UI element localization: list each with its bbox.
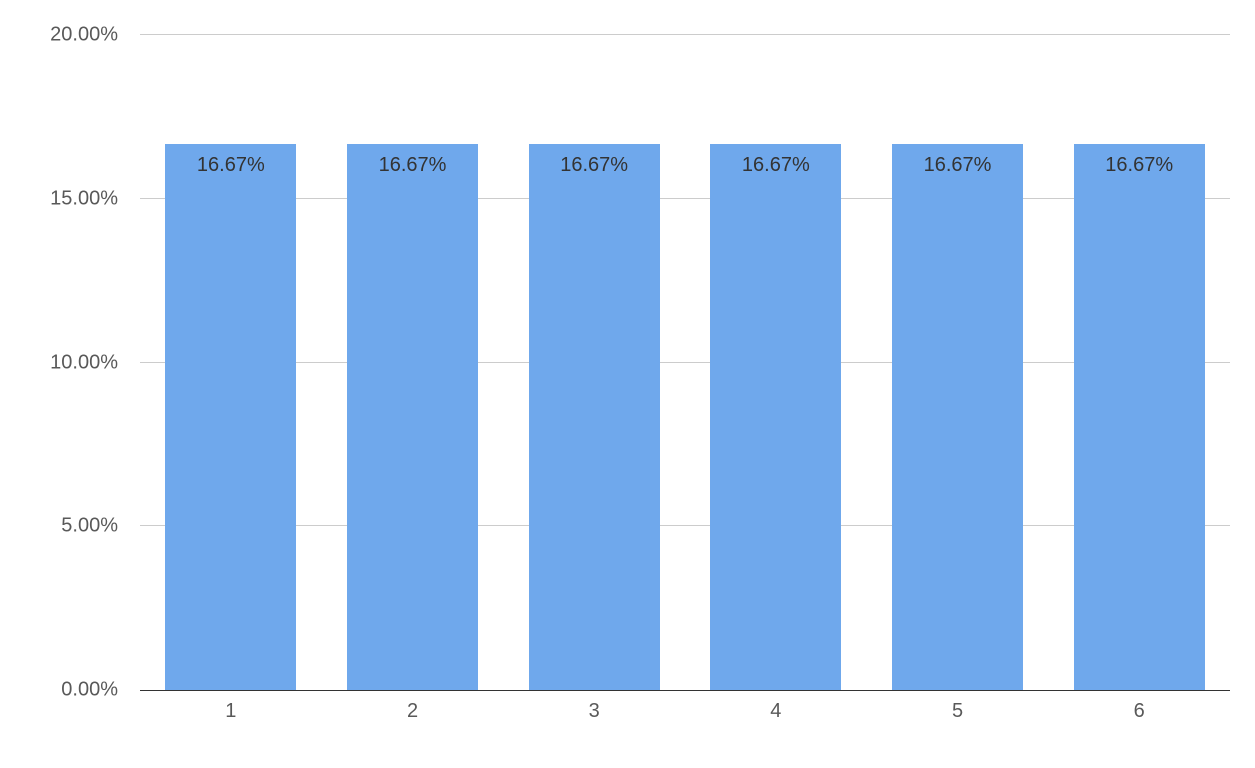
x-tick-label: 4 (685, 700, 867, 723)
bar: 16.67% (1074, 144, 1205, 690)
bar-value-label: 16.67% (742, 154, 810, 177)
bar-value-label: 16.67% (379, 154, 447, 177)
x-tick-label: 5 (867, 700, 1049, 723)
bar-chart: 20.00% 15.00% 10.00% 5.00% 0.00% 16.67%1… (0, 0, 1255, 768)
bar-slot: 16.67% (1048, 35, 1230, 690)
bar-value-label: 16.67% (560, 154, 628, 177)
y-tick-label: 10.00% (50, 351, 118, 374)
bar-slot: 16.67% (322, 35, 504, 690)
plot-area: 16.67% 16.67% 16.67% 16.67% 16.67% 16.67% (140, 35, 1230, 691)
bar-value-label: 16.67% (924, 154, 992, 177)
y-tick-label: 5.00% (61, 515, 118, 538)
y-axis: 20.00% 15.00% 10.00% 5.00% 0.00% (0, 0, 130, 768)
bar-value-label: 16.67% (1105, 154, 1173, 177)
bar: 16.67% (710, 144, 841, 690)
bar: 16.67% (347, 144, 478, 690)
x-tick-label: 3 (503, 700, 685, 723)
bars-container: 16.67% 16.67% 16.67% 16.67% 16.67% 16.67% (140, 35, 1230, 690)
y-tick-label: 0.00% (61, 679, 118, 702)
bar: 16.67% (165, 144, 296, 690)
y-tick-label: 15.00% (50, 187, 118, 210)
bar-slot: 16.67% (685, 35, 867, 690)
bar: 16.67% (529, 144, 660, 690)
bar-value-label: 16.67% (197, 154, 265, 177)
x-tick-label: 2 (322, 700, 504, 723)
bar-slot: 16.67% (867, 35, 1049, 690)
x-axis: 123456 (140, 700, 1230, 723)
x-tick-label: 1 (140, 700, 322, 723)
y-tick-label: 20.00% (50, 24, 118, 47)
bar: 16.67% (892, 144, 1023, 690)
bar-slot: 16.67% (140, 35, 322, 690)
x-tick-label: 6 (1048, 700, 1230, 723)
bar-slot: 16.67% (503, 35, 685, 690)
